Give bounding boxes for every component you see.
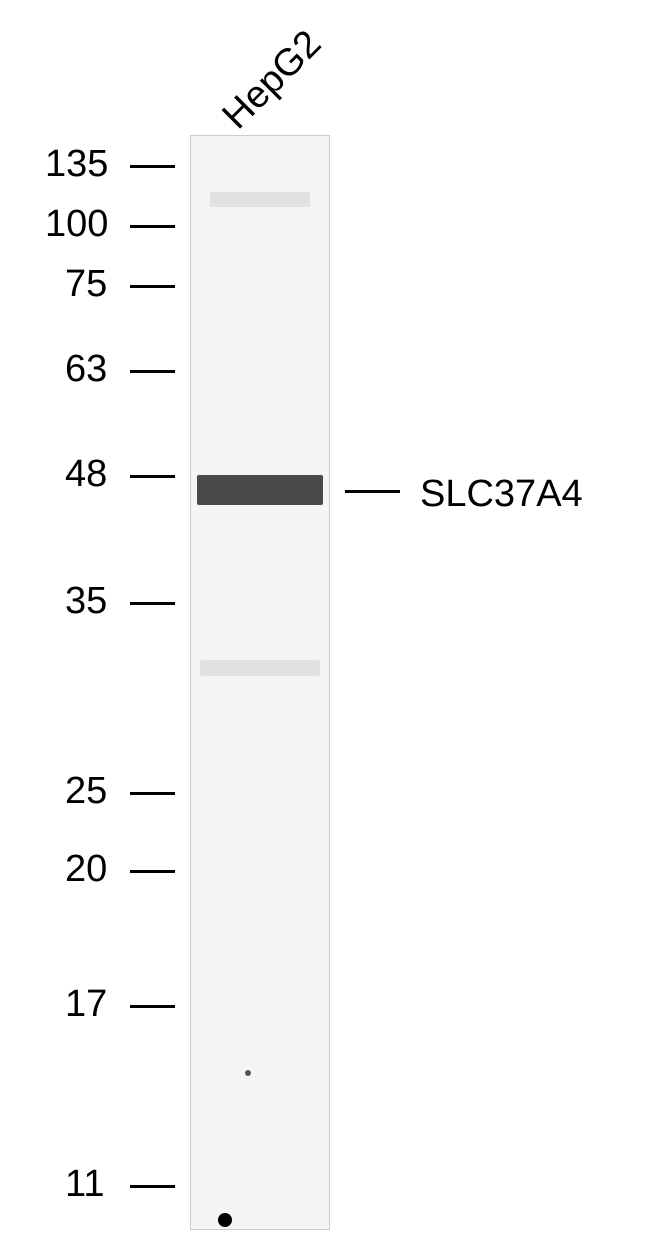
lane-label-hepg2: HepG2 [215, 22, 331, 138]
marker-tick-35 [130, 602, 175, 605]
marker-tick-20 [130, 870, 175, 873]
marker-tick-63 [130, 370, 175, 373]
marker-label-100: 100 [45, 203, 108, 246]
band-1 [210, 192, 310, 207]
marker-tick-17 [130, 1005, 175, 1008]
band-label-slc37a4: SLC37A4 [420, 473, 583, 516]
marker-tick-75 [130, 285, 175, 288]
marker-tick-11 [130, 1185, 175, 1188]
marker-label-17: 17 [65, 983, 107, 1026]
marker-label-20: 20 [65, 848, 107, 891]
marker-tick-100 [130, 225, 175, 228]
artifact-spot-1 [218, 1213, 232, 1227]
marker-tick-48 [130, 475, 175, 478]
marker-label-135: 135 [45, 143, 108, 186]
marker-tick-135 [130, 165, 175, 168]
marker-label-35: 35 [65, 580, 107, 623]
western-blot-image: HepG2 135 100 75 63 48 35 25 20 17 11 SLC37A4 [0, 0, 650, 1236]
marker-label-75: 75 [65, 263, 107, 306]
band-label-tick [345, 490, 400, 493]
marker-tick-25 [130, 792, 175, 795]
lane-strip [190, 135, 330, 1230]
marker-label-25: 25 [65, 770, 107, 813]
marker-label-11: 11 [65, 1163, 104, 1206]
marker-label-63: 63 [65, 348, 107, 391]
band-2 [200, 660, 320, 676]
artifact-spot-0 [245, 1070, 251, 1076]
marker-label-48: 48 [65, 453, 107, 496]
band-0 [197, 475, 323, 505]
